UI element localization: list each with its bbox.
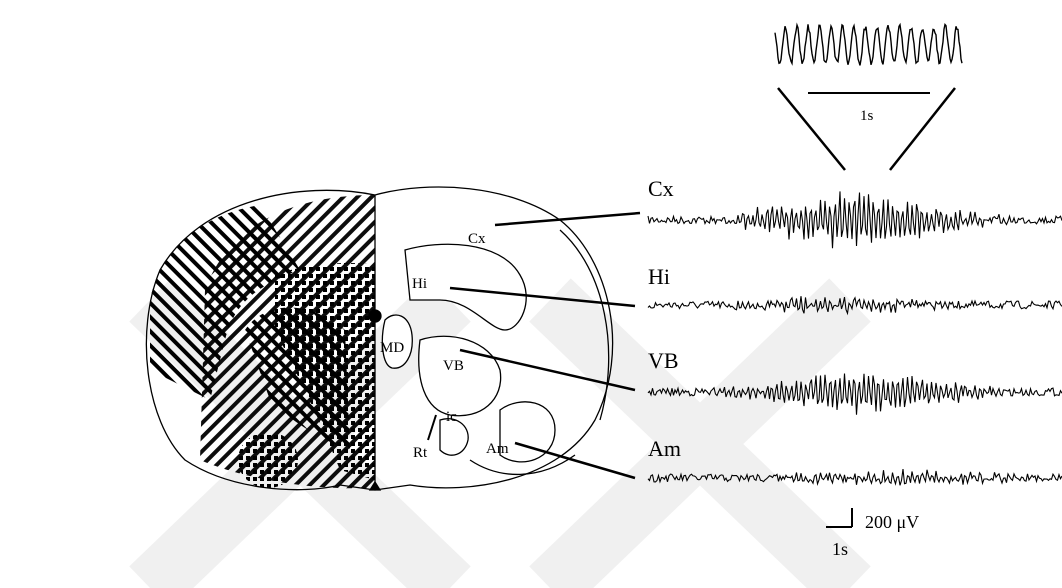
figure: Cx Hi MD VB ic Rt Am Cx Hi VB Am 1s 200 …	[0, 0, 1062, 588]
region-label: Hi	[412, 276, 427, 292]
trace-label: Hi	[648, 264, 670, 289]
trace-label: Cx	[648, 176, 674, 201]
region-label: MD	[380, 340, 404, 356]
trace-label: VB	[648, 348, 679, 373]
region-label: Cx	[468, 231, 486, 247]
eeg-trace	[775, 24, 962, 65]
time-label: 1s	[832, 539, 848, 559]
amplitude-label: 200 μV	[865, 512, 919, 532]
inset-time-label: 1s	[860, 108, 874, 124]
region-label: Rt	[413, 445, 428, 461]
region-label: ic	[446, 409, 457, 425]
eeg-trace	[648, 191, 1062, 248]
trace-label: Am	[648, 436, 681, 461]
region-label: Am	[486, 441, 509, 457]
region-label: VB	[443, 358, 464, 374]
